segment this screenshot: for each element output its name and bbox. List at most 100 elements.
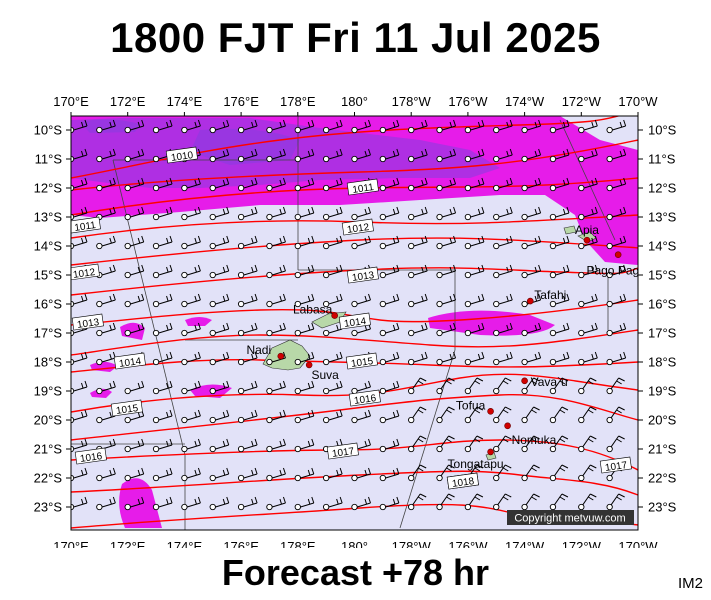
rain-area-1: [428, 310, 555, 336]
svg-text:1017: 1017: [604, 460, 628, 474]
wind-barb: [124, 119, 145, 134]
isobar-label: 1017: [326, 442, 359, 460]
wind-barb: [521, 351, 542, 366]
wind-barb: [237, 177, 258, 192]
isobar-line-11: [71, 439, 638, 471]
lon-tick-label-top: 170°E: [53, 94, 89, 109]
wind-barb: [408, 351, 428, 366]
wind-barb: [464, 377, 484, 395]
isobar-line-4: [71, 237, 638, 266]
isobar-label: 1014: [338, 312, 371, 330]
wind-barb: [294, 264, 315, 279]
wind-barb: [124, 380, 145, 395]
wind-barb: [266, 293, 286, 308]
city-marker: [583, 236, 591, 244]
wind-barb: [152, 293, 173, 308]
isobar-label: 1016: [74, 447, 107, 465]
wind-barb: [606, 493, 625, 511]
wind-barb: [493, 293, 513, 308]
city-marker: [277, 352, 285, 360]
wind-barb: [96, 351, 116, 366]
lat-tick-label-left: 20°S: [34, 413, 63, 428]
lat-tick-label-right: 23°S: [648, 500, 677, 515]
svg-text:1016: 1016: [353, 393, 377, 407]
wind-barb: [578, 206, 598, 221]
place-nadi: Nadi: [246, 343, 285, 360]
rain-area-7: [119, 478, 162, 528]
isobar-label: 1012: [71, 263, 100, 281]
wind-barb: [493, 322, 513, 337]
lat-tick-label-right: 10°S: [648, 123, 677, 138]
svg-text:1015: 1015: [115, 403, 139, 417]
wind-barb: [379, 496, 400, 511]
place-tongatapu: Tongatapu: [448, 448, 504, 471]
lat-tick-label-left: 12°S: [34, 181, 63, 196]
place-tafahi: Tafahi: [526, 288, 566, 305]
lon-tick-label-top: 174°E: [167, 94, 203, 109]
wind-barb: [351, 496, 371, 511]
lat-tick-label-right: 20°S: [648, 413, 677, 428]
wind-barb: [351, 409, 371, 424]
wind-barb: [521, 177, 542, 192]
svg-text:1018: 1018: [451, 476, 475, 490]
wind-barb: [549, 177, 570, 192]
wind-barb: [266, 467, 286, 482]
wind-barb: [464, 177, 485, 192]
wind-barb: [209, 322, 230, 337]
wind-barb: [606, 177, 627, 192]
isobar-line-10: [71, 393, 638, 441]
svg-text:1012: 1012: [346, 222, 370, 236]
wind-barb: [266, 496, 286, 511]
wind-barb: [351, 467, 371, 482]
wind-barb: [294, 467, 315, 482]
wind-barb: [379, 177, 400, 192]
wind-barb: [294, 409, 315, 424]
wind-barb: [379, 322, 400, 337]
lon-tick-label-bottom: 174°E: [167, 539, 203, 548]
lat-tick-label-left: 15°S: [34, 268, 63, 283]
wind-barb: [379, 119, 400, 134]
wind-barb: [436, 322, 457, 337]
copyright-text: Copyright metvuw.com: [514, 513, 625, 525]
city-marker: [487, 407, 494, 415]
wind-barb: [606, 206, 627, 221]
wind-barb: [152, 235, 173, 250]
place-label: Vava`u: [531, 375, 568, 389]
place-label: Nomuka: [512, 433, 557, 447]
wind-barb: [237, 206, 258, 221]
lon-tick-label-bottom: 170°W: [618, 539, 658, 548]
wind-barb: [606, 235, 627, 250]
wind-barb: [606, 435, 625, 453]
wind-barb: [237, 264, 258, 279]
wind-barb: [124, 206, 145, 221]
wind-barb: [124, 467, 145, 482]
wind-barb: [408, 464, 427, 482]
image-code: IM2: [677, 575, 703, 592]
wind-barb: [266, 235, 286, 250]
isobar-label: 1017: [599, 456, 632, 474]
wind-barb: [379, 293, 400, 308]
wind-barb: [181, 235, 201, 250]
lon-tick-label-bottom: 180°: [341, 539, 368, 548]
place-label: Suva: [311, 368, 339, 382]
wind-barb: [464, 293, 485, 308]
wind-barb: [379, 351, 400, 366]
wind-barb: [181, 322, 201, 337]
wind-barb: [521, 435, 540, 453]
place-tofua: Tofua: [456, 398, 494, 415]
wind-barb: [493, 377, 512, 395]
wind-barb: [209, 380, 230, 395]
wind-barb: [124, 177, 145, 192]
svg-text:1011: 1011: [74, 220, 97, 234]
lon-tick-label-top: 180°: [341, 94, 368, 109]
wind-barb: [606, 119, 627, 134]
wind-barb: [521, 322, 542, 337]
lat-tick-label-left: 22°S: [34, 471, 63, 486]
wind-barb: [237, 351, 258, 366]
wind-barb: [521, 377, 540, 395]
wind-barb: [606, 264, 627, 279]
boundary-line-0: [112, 159, 186, 456]
lon-tick-label-top: 172°W: [562, 94, 602, 109]
wind-barb: [152, 380, 173, 395]
svg-text:1012: 1012: [72, 267, 96, 281]
